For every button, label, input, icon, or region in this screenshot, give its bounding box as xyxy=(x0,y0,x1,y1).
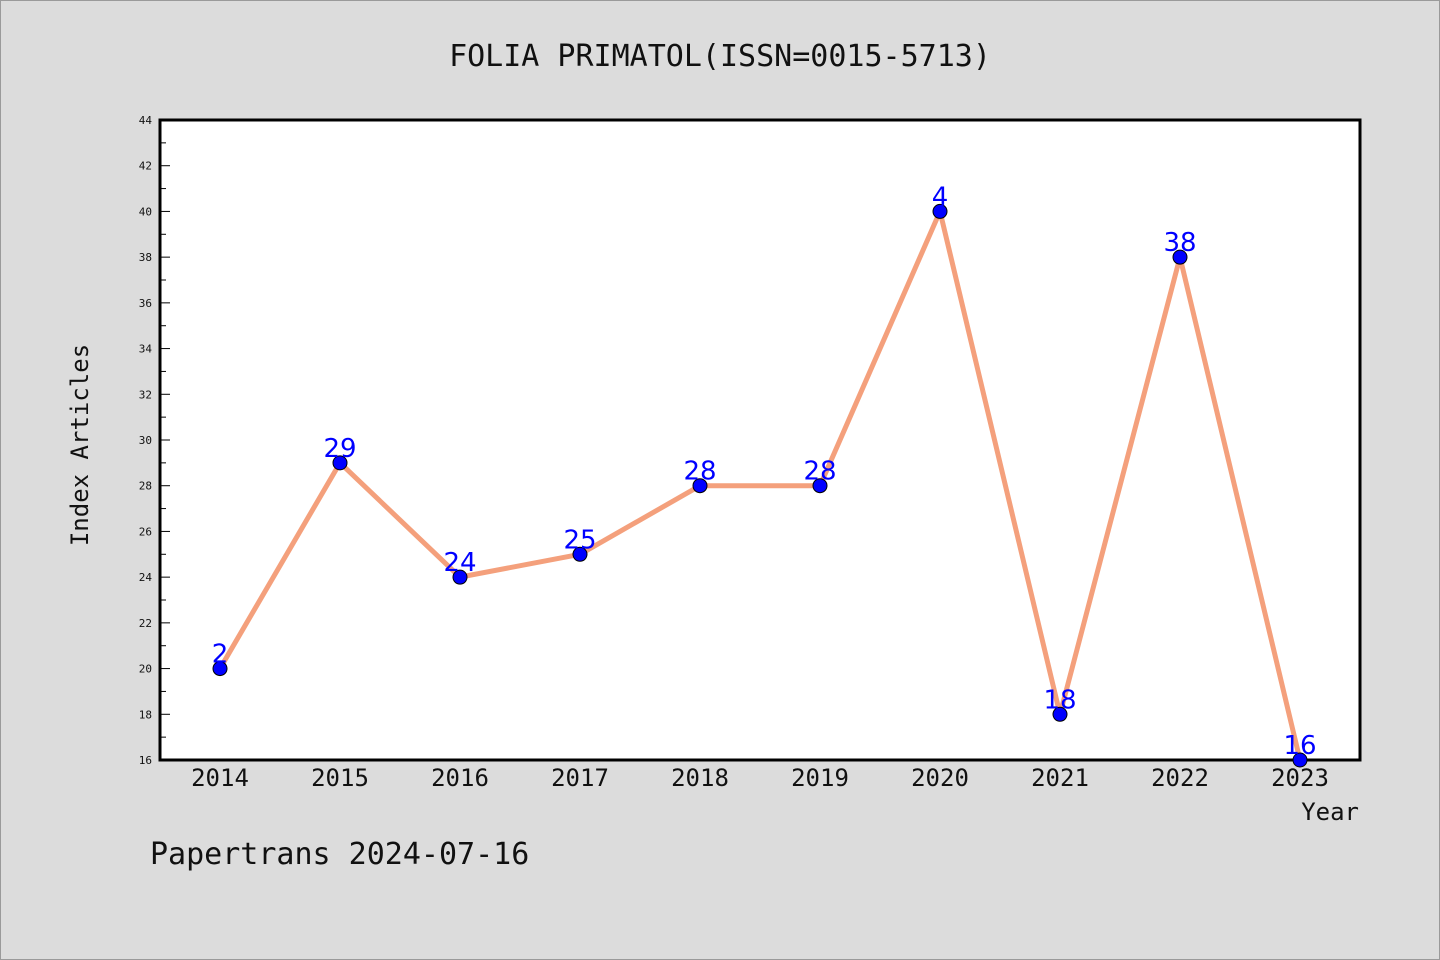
data-point xyxy=(932,203,948,219)
data-label: 28 xyxy=(803,457,836,487)
x-tick-label: 2023 xyxy=(1271,764,1329,792)
y-tick-label: 40 xyxy=(139,205,152,218)
x-tick-label: 2021 xyxy=(1031,764,1089,792)
y-tick-label: 20 xyxy=(139,663,152,676)
data-labels: 2 29 24 25 28 28 4 18 38 16 xyxy=(212,182,1317,761)
x-tick-label: 2020 xyxy=(911,764,969,792)
x-tick-label: 2015 xyxy=(311,764,369,792)
y-tick-label: 34 xyxy=(139,343,153,356)
data-label: 24 xyxy=(443,548,476,578)
data-label: 38 xyxy=(1163,228,1196,258)
data-point xyxy=(212,661,228,677)
data-point xyxy=(452,569,468,585)
x-tick-label: 2022 xyxy=(1151,764,1209,792)
data-label: 4 xyxy=(932,182,949,212)
data-markers xyxy=(212,203,1308,768)
x-tick-label: 2019 xyxy=(791,764,849,792)
data-point xyxy=(1052,706,1068,722)
y-tick-label: 36 xyxy=(139,297,152,310)
y-tick-label: 28 xyxy=(139,480,152,493)
y-tick-label: 38 xyxy=(139,251,152,264)
x-tick-label: 2017 xyxy=(551,764,609,792)
plot-area xyxy=(158,118,1362,762)
y-tick-label: 32 xyxy=(139,388,152,401)
x-axis-title: Year xyxy=(1301,798,1359,826)
series-line xyxy=(217,208,1303,761)
y-axis: 16 18 20 22 24 26 28 30 32 34 36 38 40 42 44 xyxy=(139,114,170,767)
data-point xyxy=(1292,752,1308,768)
y-tick-label: 44 xyxy=(139,114,153,127)
y-tick-label: 18 xyxy=(139,708,152,721)
x-tick-label: 2014 xyxy=(191,764,249,792)
data-label: 29 xyxy=(323,434,356,464)
data-point xyxy=(812,478,828,494)
chart-title: FOLIA PRIMATOL(ISSN=0015-5713) xyxy=(449,39,991,74)
data-label: 16 xyxy=(1283,731,1316,761)
y-tick-label: 22 xyxy=(139,617,152,630)
x-axis: 2014 2015 2016 2017 2018 2019 2020 2021 2022 2023 xyxy=(191,764,1329,792)
y-axis-title: Index Articles xyxy=(66,344,94,546)
x-tick-label: 2016 xyxy=(431,764,489,792)
x-tick-label: 2018 xyxy=(671,764,729,792)
data-point xyxy=(1172,249,1188,265)
data-label: 2 xyxy=(212,640,229,670)
y-tick-label: 26 xyxy=(139,525,152,538)
y-tick-label: 42 xyxy=(139,160,152,173)
data-point xyxy=(692,478,708,494)
footer-stamp: Papertrans 2024-07-16 xyxy=(150,837,529,872)
data-point xyxy=(332,455,348,471)
data-label: 18 xyxy=(1043,685,1076,715)
y-tick-label: 30 xyxy=(139,434,152,447)
data-label: 28 xyxy=(683,457,716,487)
data-label: 25 xyxy=(563,525,596,555)
y-tick-label: 16 xyxy=(139,754,152,767)
y-tick-label: 24 xyxy=(139,571,153,584)
data-point xyxy=(572,546,588,562)
